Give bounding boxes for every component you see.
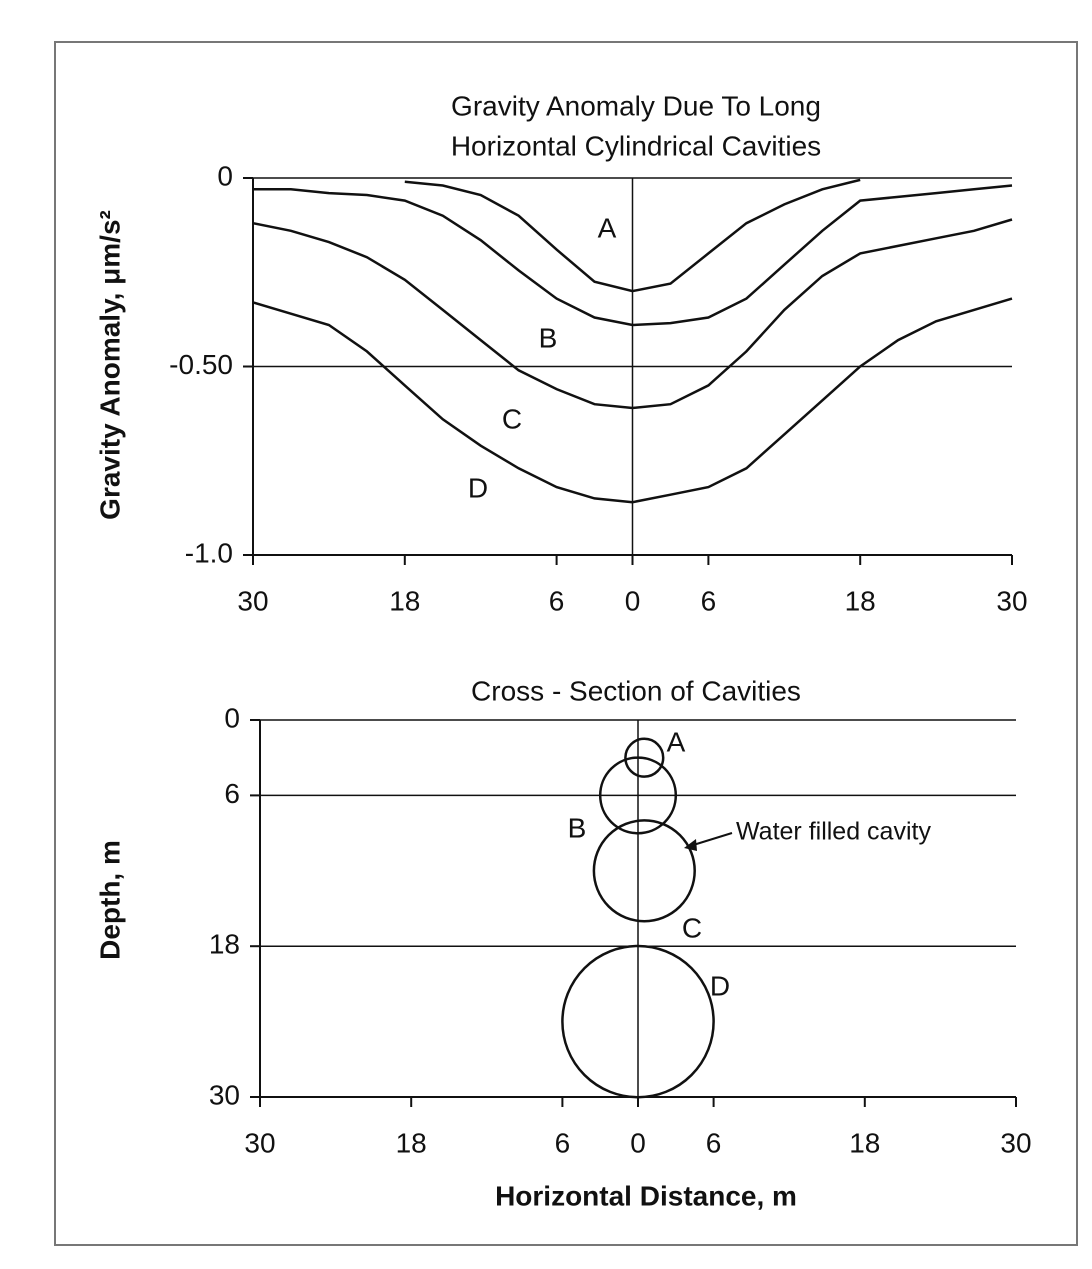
x-tick-label: 30 (237, 585, 268, 616)
x-tick-label: 0 (630, 1127, 646, 1158)
y-tick-label: -1.0 (185, 537, 233, 568)
line (252, 218, 1013, 410)
series-label: D (468, 472, 488, 503)
y-axis-label: Gravity Anomaly, μm/s² (94, 210, 125, 520)
series-label: D (710, 970, 730, 1001)
series-label: A (598, 212, 617, 243)
x-tick-label: 6 (706, 1127, 722, 1158)
figure-frame (54, 41, 1078, 1246)
annotation-arrow (689, 832, 733, 847)
series-label: A (667, 726, 686, 757)
x-tick-label: 30 (1000, 1127, 1031, 1158)
annotation: Water filled cavity (736, 818, 931, 846)
x-tick-label: 18 (389, 585, 420, 616)
series-label: C (502, 403, 522, 434)
chart-title: Gravity Anomaly Due To Long (451, 90, 821, 121)
y-tick-label: 0 (224, 702, 240, 733)
line (404, 178, 861, 293)
series-label: B (539, 322, 558, 353)
line (253, 184, 1013, 327)
cavity (624, 737, 665, 778)
x-tick-label: 30 (244, 1127, 275, 1158)
y-tick-label: 30 (209, 1079, 240, 1110)
x-tick-label: 0 (625, 585, 641, 616)
x-tick-label: 18 (849, 1127, 880, 1158)
cavity (561, 944, 715, 1099)
x-axis-label: Horizontal Distance, m (495, 1180, 797, 1211)
x-tick-label: 6 (549, 585, 565, 616)
series-label: C (682, 912, 702, 943)
y-tick-label: -0.50 (169, 349, 233, 380)
line (252, 297, 1013, 504)
y-tick-label: 0 (217, 160, 233, 191)
x-tick-label: 30 (996, 585, 1027, 616)
x-tick-label: 18 (396, 1127, 427, 1158)
annotation-arrowhead (684, 839, 697, 851)
y-axis-label: Depth, m (94, 840, 125, 960)
x-tick-label: 6 (701, 585, 717, 616)
x-tick-label: 18 (845, 585, 876, 616)
cavity (598, 756, 678, 835)
y-tick-label: 6 (224, 778, 240, 809)
series-label: B (568, 812, 587, 843)
cavity (592, 819, 696, 923)
chart-title: Horizontal Cylindrical Cavities (451, 130, 821, 161)
y-tick-label: 18 (209, 929, 240, 960)
chart-title: Cross - Section of Cavities (471, 675, 801, 706)
x-tick-label: 6 (555, 1127, 571, 1158)
